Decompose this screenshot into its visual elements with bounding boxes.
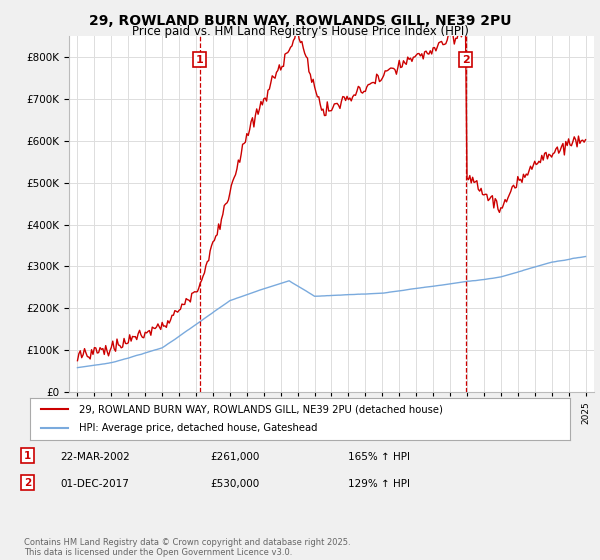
Text: 29, ROWLAND BURN WAY, ROWLANDS GILL, NE39 2PU (detached house): 29, ROWLAND BURN WAY, ROWLANDS GILL, NE3… (79, 404, 442, 414)
Text: 01-DEC-2017: 01-DEC-2017 (60, 479, 129, 489)
Text: 1: 1 (196, 54, 203, 64)
Text: 2: 2 (24, 478, 31, 488)
Text: 2: 2 (462, 54, 470, 64)
Text: 29, ROWLAND BURN WAY, ROWLANDS GILL, NE39 2PU: 29, ROWLAND BURN WAY, ROWLANDS GILL, NE3… (89, 14, 511, 28)
Text: 22-MAR-2002: 22-MAR-2002 (60, 452, 130, 462)
Text: 165% ↑ HPI: 165% ↑ HPI (348, 452, 410, 462)
Text: Contains HM Land Registry data © Crown copyright and database right 2025.
This d: Contains HM Land Registry data © Crown c… (24, 538, 350, 557)
Text: Price paid vs. HM Land Registry's House Price Index (HPI): Price paid vs. HM Land Registry's House … (131, 25, 469, 38)
Text: £261,000: £261,000 (210, 452, 259, 462)
Text: HPI: Average price, detached house, Gateshead: HPI: Average price, detached house, Gate… (79, 423, 317, 433)
Text: £530,000: £530,000 (210, 479, 259, 489)
Text: 1: 1 (24, 451, 31, 461)
Text: 129% ↑ HPI: 129% ↑ HPI (348, 479, 410, 489)
